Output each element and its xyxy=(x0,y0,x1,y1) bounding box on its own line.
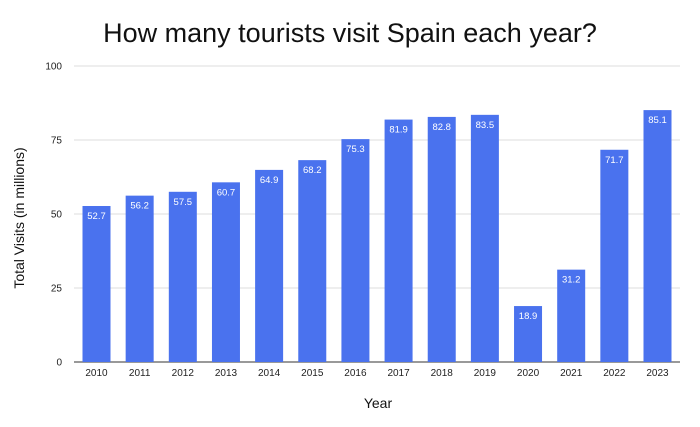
x-tick-label: 2014 xyxy=(258,368,281,379)
data-label: 81.9 xyxy=(389,125,408,136)
y-axis-ticks: 0 25 50 75 100 xyxy=(45,62,62,369)
y-tick-label: 100 xyxy=(45,62,62,73)
x-tick-label: 2017 xyxy=(387,368,410,379)
data-label: 75.3 xyxy=(346,144,365,155)
data-label: 85.1 xyxy=(648,115,667,126)
data-label: 52.7 xyxy=(87,211,106,222)
y-tick-label: 25 xyxy=(51,284,63,295)
gridlines xyxy=(74,65,680,363)
data-label: 57.5 xyxy=(174,197,193,208)
x-tick-label: 2020 xyxy=(517,368,540,379)
x-axis-title: Year xyxy=(364,395,393,411)
y-tick-label: 75 xyxy=(51,136,63,147)
data-label: 71.7 xyxy=(605,155,624,166)
data-label: 83.5 xyxy=(476,120,495,131)
x-tick-label: 2022 xyxy=(603,368,626,379)
x-tick-label: 2011 xyxy=(129,368,151,379)
x-tick-label: 2018 xyxy=(431,368,454,379)
bar xyxy=(427,116,456,362)
x-tick-label: 2021 xyxy=(560,368,583,379)
bar xyxy=(125,195,154,362)
x-tick-label: 2019 xyxy=(474,368,497,379)
bar xyxy=(514,306,543,362)
chart-title: How many tourists visit Spain each year? xyxy=(103,18,597,48)
x-tick-label: 2010 xyxy=(85,368,108,379)
bar xyxy=(341,139,370,362)
x-tick-label: 2013 xyxy=(215,368,238,379)
bar xyxy=(643,110,672,362)
y-tick-label: 0 xyxy=(56,358,62,369)
x-axis-ticks: 2010 2011 2012 2013 2014 2015 2016 2017 2018 2019… xyxy=(85,368,669,379)
data-label: 18.9 xyxy=(519,311,538,322)
bar xyxy=(470,114,499,362)
bar xyxy=(255,169,284,362)
data-label: 60.7 xyxy=(217,187,236,198)
x-tick-label: 2012 xyxy=(172,368,195,379)
y-axis-title: Total Visits (in millions) xyxy=(11,147,27,288)
bar xyxy=(168,191,197,362)
data-labels: 52.7 56.2 57.5 60.7 64.9 68.2 75.3 81.9 82.8 83.5… xyxy=(87,115,667,322)
data-label: 82.8 xyxy=(432,122,451,133)
data-label: 68.2 xyxy=(303,165,322,176)
data-label: 64.9 xyxy=(260,175,279,186)
bar xyxy=(211,182,240,362)
bar xyxy=(557,269,586,362)
x-tick-label: 2016 xyxy=(344,368,367,379)
bar xyxy=(384,119,413,363)
bar xyxy=(82,206,111,362)
bar xyxy=(600,149,629,362)
y-tick-label: 50 xyxy=(51,210,63,221)
bars xyxy=(82,110,672,363)
x-tick-label: 2015 xyxy=(301,368,324,379)
data-label: 56.2 xyxy=(130,201,149,212)
data-label: 31.2 xyxy=(562,275,581,286)
x-tick-label: 2023 xyxy=(646,368,669,379)
bar xyxy=(298,160,327,362)
